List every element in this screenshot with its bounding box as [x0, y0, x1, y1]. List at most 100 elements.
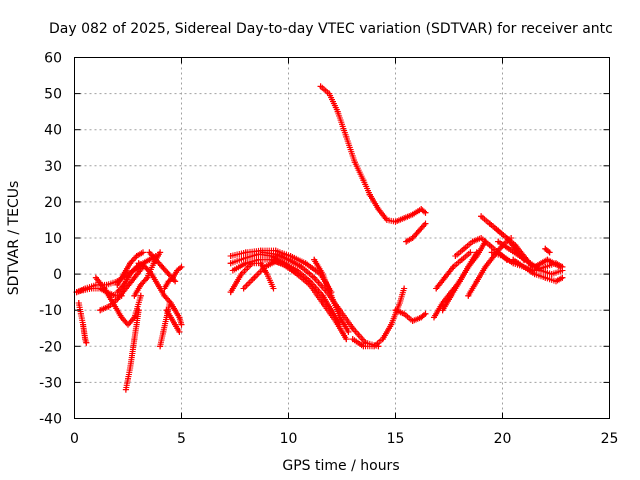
- y-tick-label: 30: [44, 159, 62, 175]
- data-point: [486, 220, 493, 227]
- data-point: [360, 343, 367, 350]
- data-point: [383, 216, 390, 223]
- data-point: [240, 285, 247, 292]
- data-point: [114, 281, 121, 288]
- data-point: [285, 256, 292, 263]
- data-point: [465, 292, 472, 299]
- data-point: [401, 285, 408, 292]
- series-arc-12: [161, 263, 185, 292]
- data-point: [495, 238, 502, 245]
- y-tick-label: 20: [44, 195, 62, 211]
- data-point: [242, 249, 249, 256]
- data-point: [409, 211, 416, 218]
- data-point: [272, 251, 279, 258]
- series-arc-15: [167, 300, 185, 328]
- data-point: [334, 108, 341, 115]
- data-point: [520, 263, 527, 270]
- data-point: [360, 177, 367, 184]
- data-point: [122, 285, 129, 292]
- data-point: [542, 245, 549, 252]
- data-point: [403, 238, 410, 245]
- data-point: [401, 215, 408, 222]
- data-point: [169, 274, 176, 281]
- data-point: [482, 263, 489, 270]
- data-point: [527, 260, 534, 267]
- data-point: [118, 314, 125, 321]
- data-point: [120, 281, 127, 288]
- data-point: [160, 328, 167, 335]
- data-point: [165, 278, 172, 285]
- data-point: [92, 281, 99, 288]
- data-point: [319, 300, 326, 306]
- data-point: [343, 336, 350, 343]
- series-arc-23: [317, 83, 373, 198]
- data-point: [142, 263, 149, 270]
- series-arc-39: [542, 245, 553, 256]
- data-point: [122, 386, 129, 393]
- data-point: [163, 314, 170, 321]
- data-point: [486, 242, 493, 249]
- data-point: [366, 191, 373, 198]
- data-point: [343, 133, 350, 140]
- data-point: [548, 271, 555, 278]
- data-point: [431, 314, 437, 321]
- series-trace: [403, 220, 429, 245]
- data-point: [311, 274, 318, 281]
- data-point: [133, 263, 140, 270]
- series-arc-11: [146, 249, 179, 285]
- data-point: [418, 314, 425, 321]
- data-point: [450, 263, 457, 270]
- data-point: [319, 271, 326, 278]
- axis-tick-labels: 0 5 10 15 20 25 -40 -30 -20 -10 0 10 20 30 40 50 60: [39, 51, 618, 448]
- x-tick-label: 20: [494, 431, 512, 447]
- data-point: [114, 296, 121, 303]
- data-point: [298, 263, 305, 270]
- data-point: [553, 278, 559, 285]
- series-arc-27: [392, 307, 429, 324]
- data-point: [531, 271, 538, 278]
- data-point: [174, 267, 181, 274]
- data-point: [165, 271, 172, 278]
- series-arc-24: [366, 191, 429, 225]
- x-axis-label: GPS time / hours: [282, 458, 399, 474]
- y-tick-label: -30: [39, 375, 62, 391]
- data-point: [133, 253, 140, 259]
- data-point: [242, 260, 249, 267]
- data-point: [349, 336, 356, 343]
- data-point: [326, 90, 333, 97]
- data-point: [227, 289, 234, 296]
- x-tick-label: 5: [177, 431, 186, 447]
- data-point: [392, 218, 399, 225]
- data-point: [172, 321, 179, 328]
- series-arc-19: [227, 260, 277, 296]
- data-point: [503, 235, 510, 241]
- series-arc-20: [240, 258, 301, 292]
- data-point: [227, 260, 234, 267]
- data-point: [159, 263, 166, 270]
- data-point: [559, 267, 566, 274]
- data-point: [306, 281, 313, 288]
- data-point: [319, 292, 326, 299]
- data-point: [542, 274, 549, 281]
- series-arc-29: [433, 249, 474, 292]
- data-point: [167, 300, 174, 306]
- y-tick-label: 60: [44, 51, 62, 67]
- series-arc-36: [495, 238, 566, 278]
- data-point: [473, 278, 480, 285]
- data-point: [478, 213, 485, 220]
- data-point: [538, 260, 544, 267]
- data-point: [125, 375, 131, 382]
- data-point: [97, 307, 104, 314]
- data-point: [249, 260, 256, 267]
- y-tick-label: -40: [39, 412, 62, 428]
- data-point: [255, 251, 262, 258]
- data-point: [155, 281, 161, 288]
- data-point: [499, 253, 506, 259]
- series-arc-14: [157, 300, 173, 350]
- data-point: [161, 285, 168, 292]
- series-arc-07: [122, 307, 142, 393]
- data-point: [101, 285, 108, 292]
- data-point: [131, 314, 138, 321]
- axis-ticks: [74, 57, 610, 419]
